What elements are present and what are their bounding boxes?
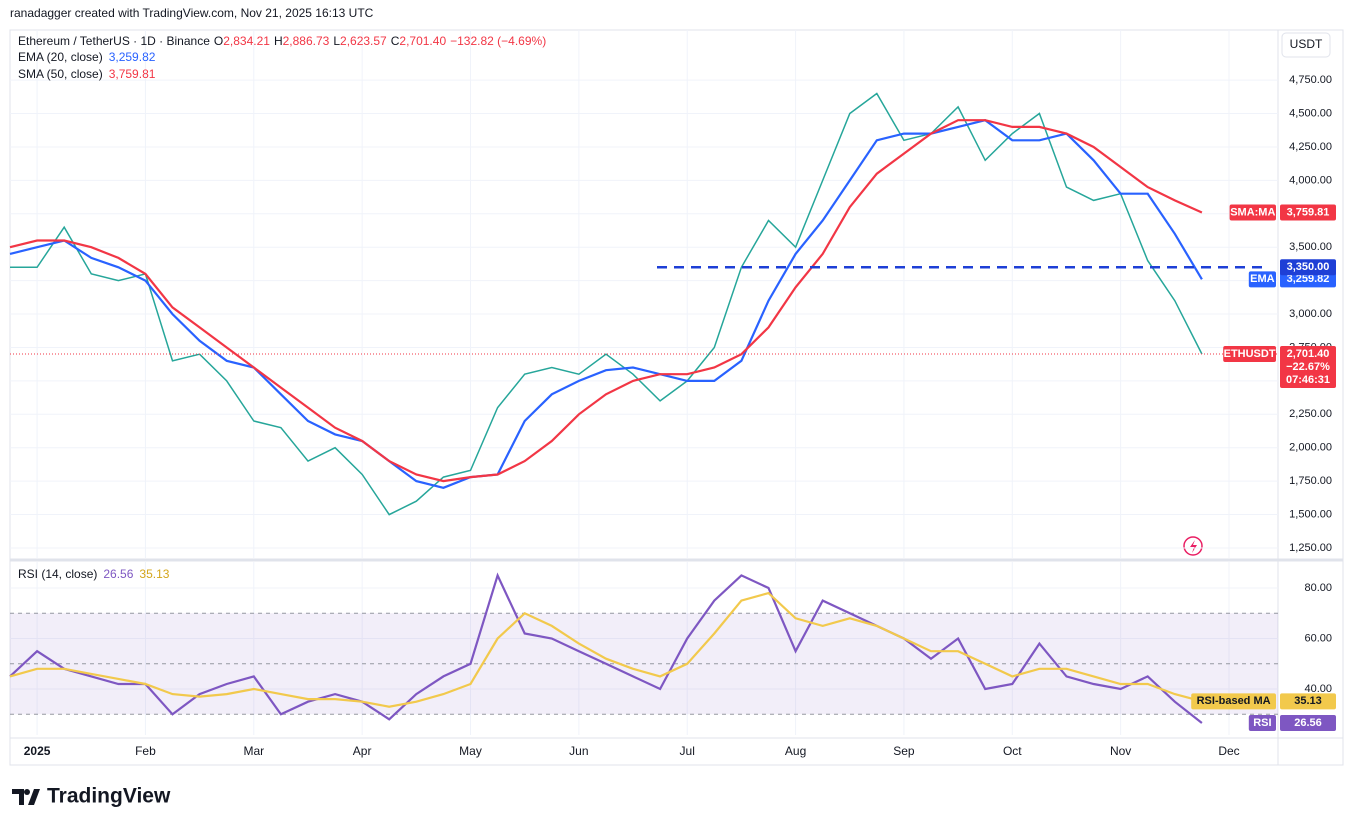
lightning-icon[interactable] — [1183, 536, 1203, 556]
y-tick-label: 3,500.00 — [1289, 241, 1332, 253]
price-tag — [1248, 714, 1276, 731]
price-tag — [1191, 693, 1276, 710]
legend-part: L — [333, 34, 340, 48]
price-tag — [1280, 204, 1336, 221]
legend-part: EMA (20, close) — [18, 50, 103, 64]
y-tick-label: 4,000.00 — [1289, 174, 1332, 186]
credit: ranadagger created with TradingView.com,… — [10, 6, 374, 20]
x-tick-label: 2025 — [24, 744, 51, 758]
y-tick-label: 1,250.00 — [1289, 542, 1332, 554]
price-tag-text: RSI-based MA — [1197, 695, 1271, 707]
price-tag — [1248, 271, 1276, 288]
x-tick-label: Dec — [1218, 744, 1239, 758]
y-tick-label: 60.00 — [1304, 632, 1332, 644]
legend-part: H — [274, 34, 283, 48]
legend: Ethereum / TetherUS · 1D · Binance O2,834… — [18, 34, 546, 48]
series-line — [10, 92, 1203, 516]
legend-part: 35.13 — [139, 567, 169, 581]
price-tag-text: SMA:MA — [1230, 206, 1275, 218]
legend: SMA (50, close) 3,759.81 — [18, 67, 156, 81]
price-tag — [1280, 271, 1336, 288]
legend-part: SMA (50, close) — [18, 67, 103, 81]
x-tick-label: Jul — [680, 744, 695, 758]
y-tick-label: 2,250.00 — [1289, 408, 1332, 420]
legend-part: 2,701.40 — [399, 34, 446, 48]
x-tick-label: Jun — [569, 744, 588, 758]
legend-part: 3,259.82 — [109, 50, 156, 64]
y-tick-label: 80.00 — [1304, 582, 1332, 594]
currency-box[interactable] — [1281, 32, 1331, 58]
y-tick-label: 2,000.00 — [1289, 442, 1332, 454]
x-tick-label: Aug — [785, 744, 806, 758]
price-tag — [1229, 204, 1276, 221]
x-tick-label: Apr — [353, 744, 372, 758]
price-tag-text: 3,350.00 — [1287, 261, 1330, 273]
logo-text: TradingView — [47, 785, 171, 808]
price-tag-text: 2,701.40 — [1287, 348, 1330, 360]
x-tick-label: Sep — [893, 744, 915, 758]
legend-part: 2,623.57 — [340, 34, 387, 48]
price-tag-text: EMA — [1250, 273, 1275, 285]
price-tag — [1280, 345, 1336, 388]
x-tick-label: Nov — [1110, 744, 1131, 758]
series-line — [9, 591, 1203, 708]
x-tick-label: Mar — [243, 744, 264, 758]
price-tag — [1280, 259, 1336, 276]
price-tag-text: 26.56 — [1294, 717, 1322, 729]
y-tick-label: 4,750.00 — [1289, 74, 1332, 86]
x-tick-label: May — [459, 744, 482, 758]
price-tag — [1223, 345, 1276, 362]
price-tag-text: −22.67% — [1286, 361, 1330, 373]
legend-part: O — [214, 34, 223, 48]
legend-part: −132.82 (−4.69%) — [450, 34, 546, 48]
series-line — [9, 119, 1203, 483]
legend: EMA (20, close) 3,259.82 — [18, 50, 156, 64]
y-tick-label: 4,500.00 — [1289, 107, 1332, 119]
y-tick-label: 4,250.00 — [1289, 141, 1332, 153]
legend-part: 2,834.21 — [223, 34, 270, 48]
currency: USDT — [1290, 37, 1323, 51]
legend: RSI (14, close) 26.56 35.13 — [18, 567, 170, 581]
price-tag-text: RSI — [1253, 717, 1271, 729]
y-tick-label: 40.00 — [1304, 683, 1332, 695]
legend-part: 2,886.73 — [283, 34, 330, 48]
price-tag-text: 3,759.81 — [1287, 206, 1330, 218]
series-line — [9, 572, 1203, 724]
price-tag-text: 35.13 — [1294, 695, 1322, 707]
legend-part: 26.56 — [103, 567, 133, 581]
price-tag-text: ETHUSDT — [1224, 348, 1276, 360]
x-tick-label: Oct — [1003, 744, 1022, 758]
logo-mark — [12, 789, 40, 805]
y-tick-label: 1,500.00 — [1289, 508, 1332, 520]
price-tag-text: 3,259.82 — [1287, 273, 1330, 285]
y-tick-label: 3,000.00 — [1289, 308, 1332, 320]
y-tick-label: 1,750.00 — [1289, 475, 1332, 487]
legend-part: C — [391, 34, 400, 48]
x-tick-label: Feb — [135, 744, 156, 758]
price-tag-text: 07:46:31 — [1286, 374, 1330, 386]
price-tag — [1280, 693, 1336, 710]
legend-part: Ethereum / TetherUS · 1D · Binance — [18, 34, 210, 48]
legend-part: RSI (14, close) — [18, 567, 97, 581]
legend-part: 3,759.81 — [109, 67, 156, 81]
frame — [9, 29, 1344, 766]
series-line — [9, 119, 1203, 489]
price-tag — [1280, 714, 1336, 731]
